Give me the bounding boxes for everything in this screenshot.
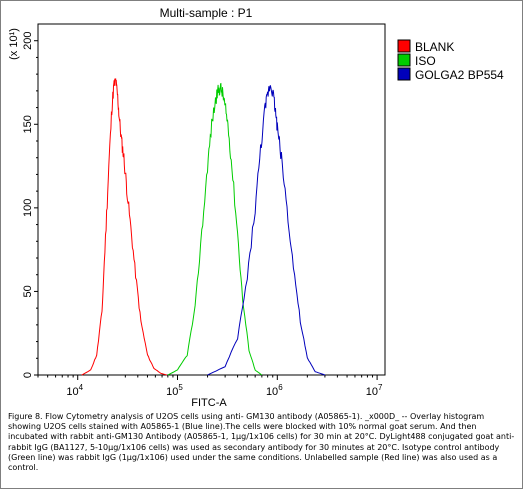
series-line [81,78,167,376]
x-axis-label: FITC-A [191,397,227,409]
figure-caption: Figure 8. Flow Cytometry analysis of U2O… [8,412,515,473]
y-multiplier-text: (x 10¹) [8,28,20,60]
x-tick-label: 107 [366,383,383,398]
y-tick-label: 200 [22,32,34,50]
y-tick-label: 50 [22,285,34,297]
legend-swatch [397,53,411,67]
series-layer [81,78,326,376]
histogram-chart: Multi-sample : P1 (x 10¹) 0 50 100 150 200 1… [8,6,504,409]
y-multiplier-label: (x 10¹) [8,28,20,60]
plot-frame [37,23,386,376]
y-tick-label: 0 [22,372,34,378]
x-tick-label: 104 [66,383,83,398]
y-tick-label: 150 [22,115,34,133]
x-axis: 104 105 106 107 [37,375,383,398]
y-axis: 0 50 100 150 200 [22,32,38,378]
x-tick-label: 105 [166,383,183,398]
legend-label: GOLGA2 BP554 [415,68,504,82]
legend-swatch [397,39,411,53]
legend-swatch [397,67,411,81]
series-line [167,82,263,376]
chart-title: Multi-sample : P1 [160,6,253,20]
series-line [207,85,326,376]
x-tick-label: 106 [266,383,283,398]
y-tick-label: 100 [22,199,34,217]
legend-label: ISO [415,54,436,68]
legend-label: BLANK [415,40,454,54]
